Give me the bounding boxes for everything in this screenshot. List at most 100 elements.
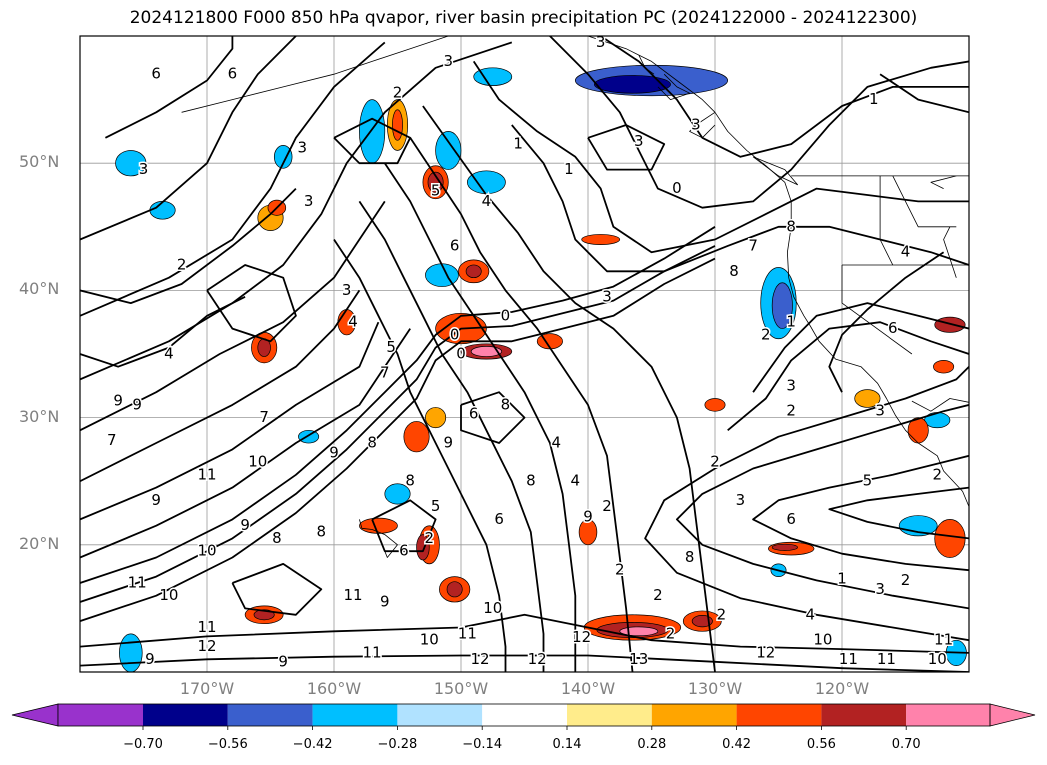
contour-label: 5 bbox=[431, 497, 441, 515]
precip-anomaly-area bbox=[427, 171, 444, 193]
colorbar-segment bbox=[143, 704, 228, 726]
contour-label: 2 bbox=[932, 465, 942, 483]
contour-label: 3 bbox=[875, 580, 885, 598]
coastline bbox=[657, 73, 690, 100]
contour-label: 12 bbox=[197, 637, 216, 655]
colorbar-tick-label: −0.70 bbox=[123, 737, 163, 752]
contour-line bbox=[371, 499, 437, 553]
longitude-label: 170°W bbox=[179, 679, 235, 698]
contour-label: 6 bbox=[151, 65, 161, 83]
contour-label: 2 bbox=[786, 402, 796, 420]
contour-label: 0 bbox=[456, 345, 466, 363]
contour-label: 7 bbox=[380, 364, 390, 382]
colorbar-segment bbox=[567, 704, 652, 726]
contour-label: 10 bbox=[197, 542, 216, 560]
contour-label: 5 bbox=[431, 182, 441, 200]
latitude-label: 30°N bbox=[19, 406, 60, 426]
map-title: 2024121800 F000 850 hPa qvapor, river ba… bbox=[129, 8, 918, 28]
colorbar-tick-label: 0.28 bbox=[637, 737, 667, 752]
precip-anomaly-area bbox=[403, 421, 430, 453]
contour-label: 9 bbox=[278, 652, 288, 670]
contour-label: 1 bbox=[513, 135, 523, 153]
contour-label: 7 bbox=[748, 236, 758, 254]
precip-anomaly-area bbox=[934, 519, 966, 558]
qvapor-contours bbox=[80, 36, 969, 672]
contour-line bbox=[80, 245, 716, 603]
contour-label: 6 bbox=[494, 510, 504, 528]
coastline bbox=[911, 398, 969, 412]
contour-label: 3 bbox=[342, 281, 352, 299]
colorbar-segment bbox=[227, 704, 313, 726]
contour-label: 3 bbox=[297, 138, 307, 156]
contour-line bbox=[676, 404, 969, 610]
contour-labels: 3966332323311033145630007884457497791110… bbox=[105, 36, 954, 672]
contour-label: 8 bbox=[786, 217, 796, 235]
contour-line bbox=[879, 73, 969, 114]
colorbar-segment bbox=[906, 704, 990, 726]
colorbar-tick-label: 0.70 bbox=[891, 737, 921, 752]
contour-label: 9 bbox=[583, 507, 593, 525]
coastline bbox=[689, 111, 716, 139]
contour-line bbox=[358, 200, 545, 672]
contour-label: 3 bbox=[304, 192, 314, 210]
coastline bbox=[841, 265, 913, 355]
contour-label: 9 bbox=[329, 444, 339, 462]
contour-label: 8 bbox=[685, 548, 695, 566]
contour-label: 6 bbox=[399, 542, 409, 560]
contour-label: 3 bbox=[444, 52, 454, 70]
coastline bbox=[930, 175, 957, 189]
contour-label: 9 bbox=[380, 593, 390, 611]
contour-line bbox=[644, 366, 969, 642]
contour-label: 11 bbox=[934, 631, 953, 649]
colorbar-tick-label: −0.14 bbox=[462, 737, 503, 752]
contour-line bbox=[587, 124, 666, 171]
contour-label: 9 bbox=[132, 395, 142, 413]
precip-anomaly-area bbox=[425, 263, 459, 287]
contour-label: 11 bbox=[458, 624, 477, 642]
precip-anomaly-area bbox=[119, 633, 143, 672]
contour-label: 1 bbox=[837, 570, 847, 588]
coastline bbox=[638, 54, 655, 75]
contour-label: 8 bbox=[272, 529, 282, 547]
precip-anomaly-area bbox=[924, 412, 951, 429]
precip-anomaly-area bbox=[465, 264, 482, 279]
coastline bbox=[359, 519, 398, 558]
contour-label: 4 bbox=[164, 345, 174, 363]
colorbar-tick-label: −0.42 bbox=[292, 737, 333, 752]
map-background bbox=[80, 36, 969, 672]
contour-label: 2 bbox=[393, 84, 403, 102]
contour-line bbox=[752, 454, 969, 572]
coastlines bbox=[181, 36, 969, 558]
contour-label: 11 bbox=[877, 650, 896, 668]
contour-label: 8 bbox=[367, 434, 377, 452]
precip-anomaly-area bbox=[425, 407, 447, 429]
precip-anomaly-area bbox=[691, 615, 713, 628]
contour-label: 10 bbox=[483, 599, 502, 617]
precip-anomaly-area bbox=[594, 75, 671, 94]
precip-shading bbox=[115, 64, 967, 672]
contour-label: 11 bbox=[839, 650, 858, 668]
contour-label: 4 bbox=[551, 434, 561, 452]
contour-label: 10 bbox=[420, 631, 439, 649]
contour-label: 9 bbox=[113, 392, 123, 410]
contour-line bbox=[80, 257, 716, 622]
contour-label: 5 bbox=[863, 472, 873, 490]
contour-line bbox=[333, 117, 412, 165]
contour-label: 4 bbox=[571, 472, 581, 490]
contour-label: 12 bbox=[572, 628, 591, 646]
contour-label: 11 bbox=[197, 618, 216, 636]
colorbar-segment bbox=[312, 704, 398, 726]
contour-line bbox=[80, 36, 297, 241]
contour-label: 11 bbox=[197, 465, 216, 483]
precip-anomaly-area bbox=[298, 429, 320, 444]
contour-line bbox=[333, 239, 507, 672]
contour-label: 8 bbox=[317, 523, 327, 541]
contour-line bbox=[828, 486, 969, 540]
contour-label: 1 bbox=[564, 160, 574, 178]
precip-anomaly-area bbox=[470, 346, 502, 357]
map-panel: 3966332323311033145630007884457497791110… bbox=[79, 35, 970, 673]
colorbar-segment bbox=[482, 704, 567, 726]
contour-label: 2 bbox=[901, 571, 911, 589]
contour-label: 3 bbox=[139, 160, 149, 178]
longitude-label: 140°W bbox=[560, 679, 616, 698]
